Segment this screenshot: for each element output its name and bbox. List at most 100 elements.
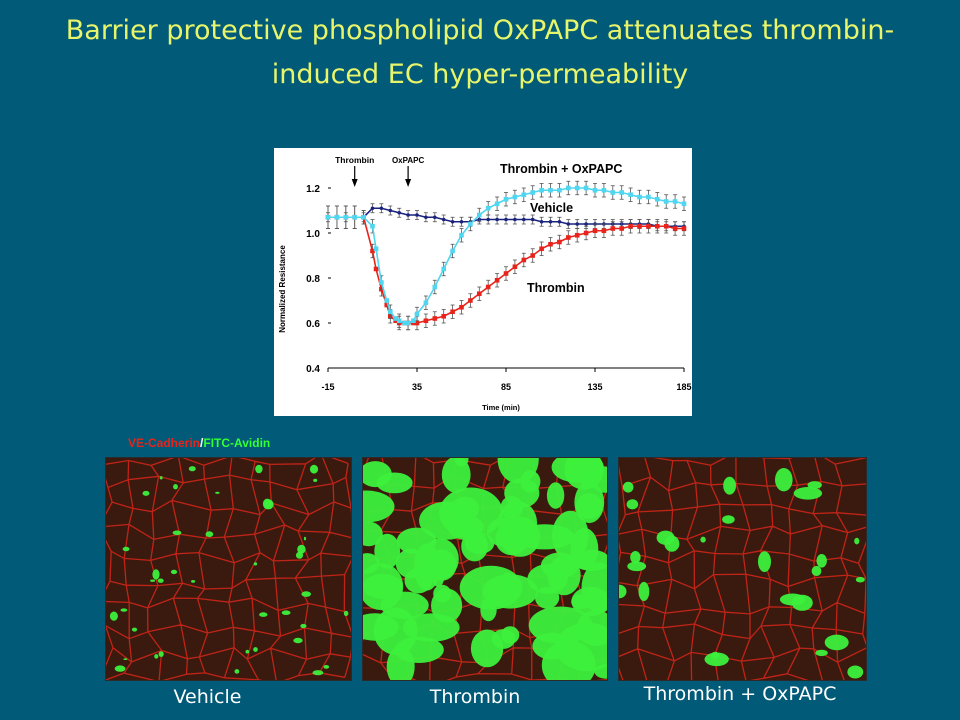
point-thrombin-oxpapc: [441, 266, 446, 272]
point-vehicle: [459, 219, 464, 224]
x-tick-label-3: 135: [587, 382, 602, 392]
point-thrombin: [459, 304, 464, 310]
point-thrombin-oxpapc: [655, 196, 660, 202]
point-thrombin: [423, 318, 429, 324]
point-thrombin-oxpapc: [494, 201, 500, 207]
point-thrombin-oxpapc: [411, 318, 416, 324]
y-tick-label-2: 0.8: [306, 274, 320, 285]
point-thrombin-oxpapc: [521, 192, 527, 198]
point-thrombin: [592, 228, 598, 234]
point-vehicle: [495, 217, 499, 222]
point-thrombin-oxpapc: [557, 187, 562, 193]
point-vehicle: [433, 215, 437, 220]
series-thrombin-oxpapc: [325, 180, 687, 331]
point-thrombin-oxpapc: [379, 280, 384, 285]
point-thrombin: [370, 248, 375, 254]
resistance-chart-svg: -15 35 85 135 185 0.4 0.6 0.8 1.0 1.2 Thrombin Ox…: [278, 155, 692, 412]
point-vehicle: [424, 215, 428, 220]
point-thrombin: [566, 235, 571, 240]
point-thrombin: [628, 223, 633, 229]
point-thrombin: [432, 316, 438, 321]
micrograph-thrombin: [362, 457, 608, 681]
point-thrombin: [468, 298, 473, 303]
point-thrombin: [619, 226, 624, 231]
point-vehicle: [441, 217, 446, 222]
thrombin-arrow: [351, 166, 358, 187]
point-thrombin-oxpapc: [325, 214, 331, 220]
point-thrombin-oxpapc: [583, 185, 589, 191]
point-thrombin-oxpapc: [352, 214, 357, 220]
point-vehicle: [513, 217, 517, 222]
point-thrombin: [601, 228, 607, 234]
point-vehicle: [548, 219, 553, 224]
point-vehicle: [415, 213, 419, 217]
panel-label-thrombin-oxpapc: Thrombin + OxPAPC: [643, 683, 837, 705]
point-thrombin-oxpapc: [423, 300, 429, 306]
point-thrombin: [655, 223, 660, 229]
oxpapc-annotation: OxPAPC: [392, 156, 425, 165]
stain-legend: VE-Cadherin/FITC-Avidin: [128, 436, 270, 450]
point-vehicle: [557, 219, 562, 224]
legend-vehicle: Vehicle: [530, 201, 573, 215]
point-thrombin-oxpapc: [396, 318, 402, 324]
panel-label-vehicle: Vehicle: [173, 686, 242, 708]
point-thrombin: [610, 226, 616, 231]
point-thrombin-oxpapc: [432, 284, 438, 290]
x-tick-label-1: 35: [412, 382, 422, 392]
point-vehicle: [406, 213, 410, 217]
y-tick-label-3: 1.0: [306, 229, 320, 240]
point-thrombin: [384, 302, 390, 308]
point-thrombin-oxpapc: [373, 246, 379, 252]
point-thrombin-oxpapc: [637, 194, 642, 200]
point-thrombin: [441, 313, 446, 319]
series-line-thrombin-oxpapc: [328, 187, 685, 324]
point-thrombin: [637, 223, 642, 229]
point-thrombin: [414, 320, 420, 326]
oxpapc-arrow: [405, 166, 412, 187]
point-thrombin-oxpapc: [393, 316, 398, 321]
point-thrombin-oxpapc: [566, 185, 571, 191]
point-thrombin: [672, 226, 678, 231]
point-thrombin: [663, 223, 669, 229]
point-thrombin: [681, 226, 687, 231]
point-thrombin-oxpapc: [512, 194, 518, 200]
point-thrombin-oxpapc: [334, 214, 340, 220]
series-line-thrombin: [328, 216, 684, 324]
point-thrombin-oxpapc: [681, 201, 687, 207]
point-thrombin-oxpapc: [361, 214, 366, 220]
point-thrombin-oxpapc: [548, 187, 553, 193]
point-thrombin-oxpapc: [405, 320, 411, 326]
point-thrombin-oxpapc: [646, 194, 651, 200]
point-thrombin: [583, 230, 589, 236]
y-tick-label-0: 0.4: [306, 364, 320, 375]
legend-thrombin: Thrombin: [527, 281, 585, 295]
point-vehicle: [388, 208, 393, 213]
point-thrombin-oxpapc: [343, 214, 349, 220]
point-thrombin-oxpapc: [663, 199, 669, 204]
x-tick-label-2: 85: [501, 382, 511, 392]
resistance-chart: -15 35 85 135 185 0.4 0.6 0.8 1.0 1.2 Thrombin Ox…: [274, 148, 692, 416]
stain-separator: /: [200, 436, 204, 450]
point-thrombin-oxpapc: [619, 190, 624, 195]
point-vehicle: [575, 222, 579, 226]
point-thrombin: [646, 223, 651, 229]
point-thrombin-oxpapc: [450, 248, 455, 254]
point-thrombin-oxpapc: [384, 298, 390, 303]
point-thrombin-oxpapc: [628, 192, 633, 198]
point-thrombin: [557, 239, 562, 245]
slide-title-line-1: Barrier protective phospholipid OxPAPC a…: [65, 15, 895, 46]
point-thrombin: [521, 257, 527, 263]
point-thrombin-oxpapc: [610, 190, 616, 195]
legend-thrombin-oxpapc: Thrombin + OxPAPC: [500, 162, 622, 176]
point-thrombin: [503, 271, 509, 276]
point-thrombin: [485, 284, 491, 290]
point-thrombin-oxpapc: [592, 187, 598, 193]
point-vehicle: [584, 222, 588, 226]
point-vehicle: [379, 206, 384, 211]
point-thrombin-oxpapc: [503, 196, 509, 202]
point-thrombin-oxpapc: [414, 311, 420, 317]
point-vehicle: [530, 217, 535, 222]
point-thrombin-oxpapc: [601, 187, 607, 193]
panel-label-thrombin: Thrombin: [429, 686, 521, 708]
point-thrombin-oxpapc: [468, 221, 473, 227]
